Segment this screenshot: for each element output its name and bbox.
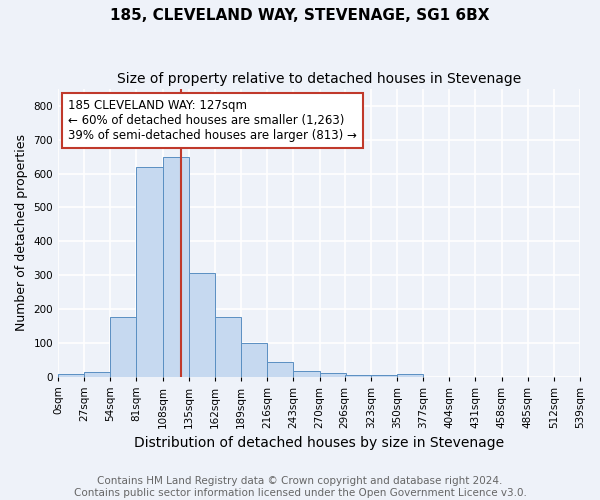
X-axis label: Distribution of detached houses by size in Stevenage: Distribution of detached houses by size … [134,436,504,450]
Bar [241,344,267,376]
Bar [110,318,136,376]
Bar [136,167,163,376]
Bar [320,373,346,376]
Bar [293,372,320,376]
Bar [189,274,215,376]
Text: Contains HM Land Registry data © Crown copyright and database right 2024.
Contai: Contains HM Land Registry data © Crown c… [74,476,526,498]
Title: Size of property relative to detached houses in Stevenage: Size of property relative to detached ho… [117,72,521,86]
Bar [163,156,189,376]
Text: 185 CLEVELAND WAY: 127sqm
← 60% of detached houses are smaller (1,263)
39% of se: 185 CLEVELAND WAY: 127sqm ← 60% of detac… [68,99,356,142]
Bar [84,372,110,376]
Bar [215,318,241,376]
Bar [397,374,423,376]
Bar [58,374,84,376]
Text: 185, CLEVELAND WAY, STEVENAGE, SG1 6BX: 185, CLEVELAND WAY, STEVENAGE, SG1 6BX [110,8,490,22]
Bar [267,362,293,376]
Bar [344,375,371,376]
Y-axis label: Number of detached properties: Number of detached properties [15,134,28,332]
